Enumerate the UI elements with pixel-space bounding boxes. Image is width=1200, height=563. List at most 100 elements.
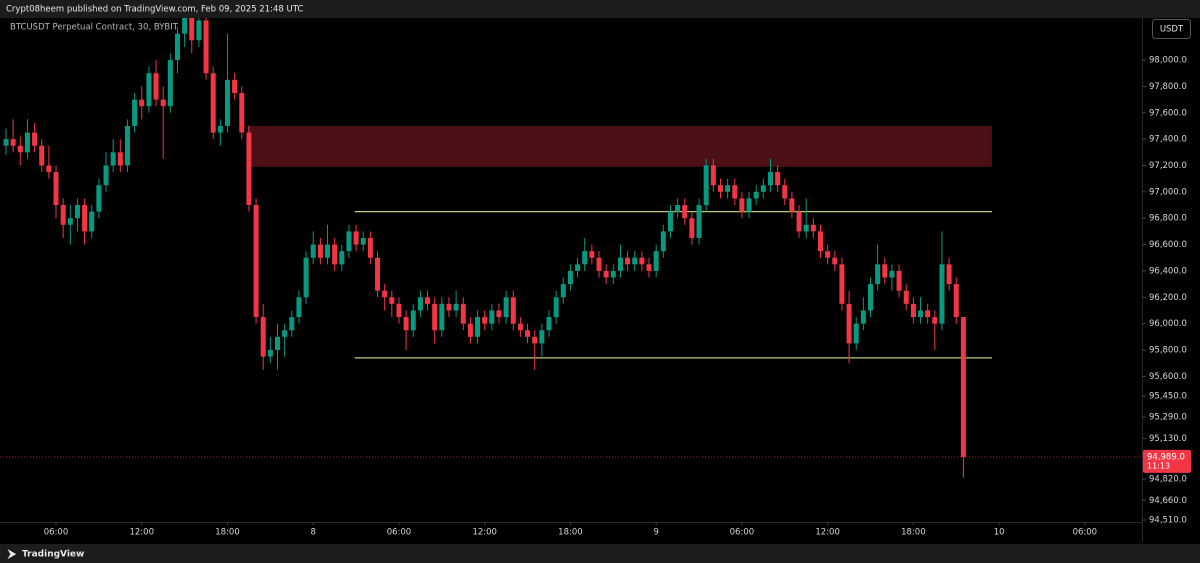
candle-body <box>589 251 595 258</box>
candle-body <box>24 132 30 153</box>
candle-body <box>46 165 52 173</box>
candle-body <box>246 132 252 206</box>
supply-zone <box>247 125 992 167</box>
candle-body <box>310 244 316 258</box>
candle-body <box>646 264 652 271</box>
candle-body <box>139 99 145 107</box>
candle-body <box>832 257 838 265</box>
plot-area <box>3 18 992 478</box>
candle-body <box>167 60 173 107</box>
candle-body <box>760 185 766 192</box>
candle-body <box>596 257 602 271</box>
candle-body <box>660 231 666 252</box>
candle-body <box>939 264 945 324</box>
candle-body <box>260 317 266 357</box>
candle-body <box>903 290 909 304</box>
candle-body <box>925 310 931 318</box>
candle-body <box>825 251 831 258</box>
x-tick-label: 06:00 <box>1073 528 1098 538</box>
candle-body <box>667 211 673 232</box>
candle-body <box>868 284 874 311</box>
candle-body <box>653 251 659 271</box>
x-tick-label: 10 <box>994 528 1005 538</box>
x-tick-label: 18:00 <box>558 528 583 538</box>
y-tick-label: 95,450.0 <box>1149 392 1187 402</box>
candle-body <box>332 244 338 265</box>
x-tick-label: 06:00 <box>730 528 755 538</box>
candle-body <box>317 244 323 258</box>
candle-body <box>117 152 123 166</box>
candle-body <box>10 139 16 146</box>
candle-body <box>703 165 709 206</box>
candle-body <box>224 79 230 126</box>
footer-bar <box>0 544 1200 563</box>
y-tick-label: 95,800.0 <box>1149 346 1187 356</box>
candle-body <box>160 99 166 107</box>
candle-body <box>239 92 245 133</box>
candle-body <box>553 297 559 318</box>
currency-button[interactable] <box>1152 19 1191 39</box>
candle-body <box>17 145 23 153</box>
candle-body <box>539 330 545 344</box>
candle-body <box>232 79 238 93</box>
candle-body <box>396 303 402 318</box>
candle-body <box>875 264 881 285</box>
candle-body <box>303 257 309 298</box>
candle-body <box>889 270 895 278</box>
candle-body <box>510 297 516 324</box>
candle-body <box>782 185 788 199</box>
candle-body <box>3 139 9 146</box>
candle-body <box>425 297 431 304</box>
candle-body <box>417 297 423 311</box>
y-tick-label: 96,400.0 <box>1149 266 1187 276</box>
candle-body <box>339 251 345 265</box>
candle-body <box>503 297 509 318</box>
candle-body <box>53 172 59 206</box>
candle-body <box>689 218 695 238</box>
logo-mark: ⮞ <box>7 547 17 560</box>
y-tick-label: 97,200.0 <box>1149 161 1187 171</box>
candle-body <box>918 310 924 318</box>
candle-body <box>617 257 623 271</box>
y-tick-label: 97,600.0 <box>1149 108 1187 118</box>
candle-body <box>360 237 366 245</box>
footer-logo: TradingView <box>22 550 84 560</box>
candle-body <box>746 198 752 212</box>
candle-body <box>575 264 581 271</box>
candle-body <box>482 317 488 324</box>
candle-body <box>467 323 473 337</box>
candle-body <box>289 317 295 331</box>
candle-body <box>675 205 681 212</box>
y-tick-label: 94,510.0 <box>1149 516 1187 526</box>
candle-body <box>103 165 109 186</box>
candle-body <box>282 330 288 337</box>
candle-body <box>189 18 195 41</box>
candle-body <box>475 317 481 337</box>
candle-body <box>732 185 738 199</box>
candle-body <box>639 257 645 265</box>
candle-body <box>682 205 688 219</box>
y-tick-label: 96,200.0 <box>1149 293 1187 303</box>
x-tick-label: 8 <box>311 528 316 538</box>
candle-body <box>696 205 702 238</box>
candle-body <box>560 284 566 298</box>
candle-body <box>860 310 866 324</box>
candle-body <box>753 191 759 199</box>
candle-body <box>496 310 502 318</box>
candle-body <box>267 350 273 357</box>
candle-body <box>124 125 130 166</box>
candle-body <box>253 205 259 318</box>
y-tick-label: 97,000.0 <box>1149 187 1187 197</box>
y-tick-label: 97,400.0 <box>1149 135 1187 145</box>
candle-body <box>932 317 938 324</box>
x-tick-label: 06:00 <box>387 528 412 538</box>
x-tick-label: 18:00 <box>901 528 926 538</box>
currency-label[interactable]: USDT <box>1160 25 1184 35</box>
candle-body <box>196 20 202 41</box>
candle-body <box>453 303 459 311</box>
candle-body <box>346 231 352 252</box>
x-tick-label: 12:00 <box>815 528 840 538</box>
x-tick-label: 12:00 <box>472 528 497 538</box>
candle-body <box>210 73 216 133</box>
